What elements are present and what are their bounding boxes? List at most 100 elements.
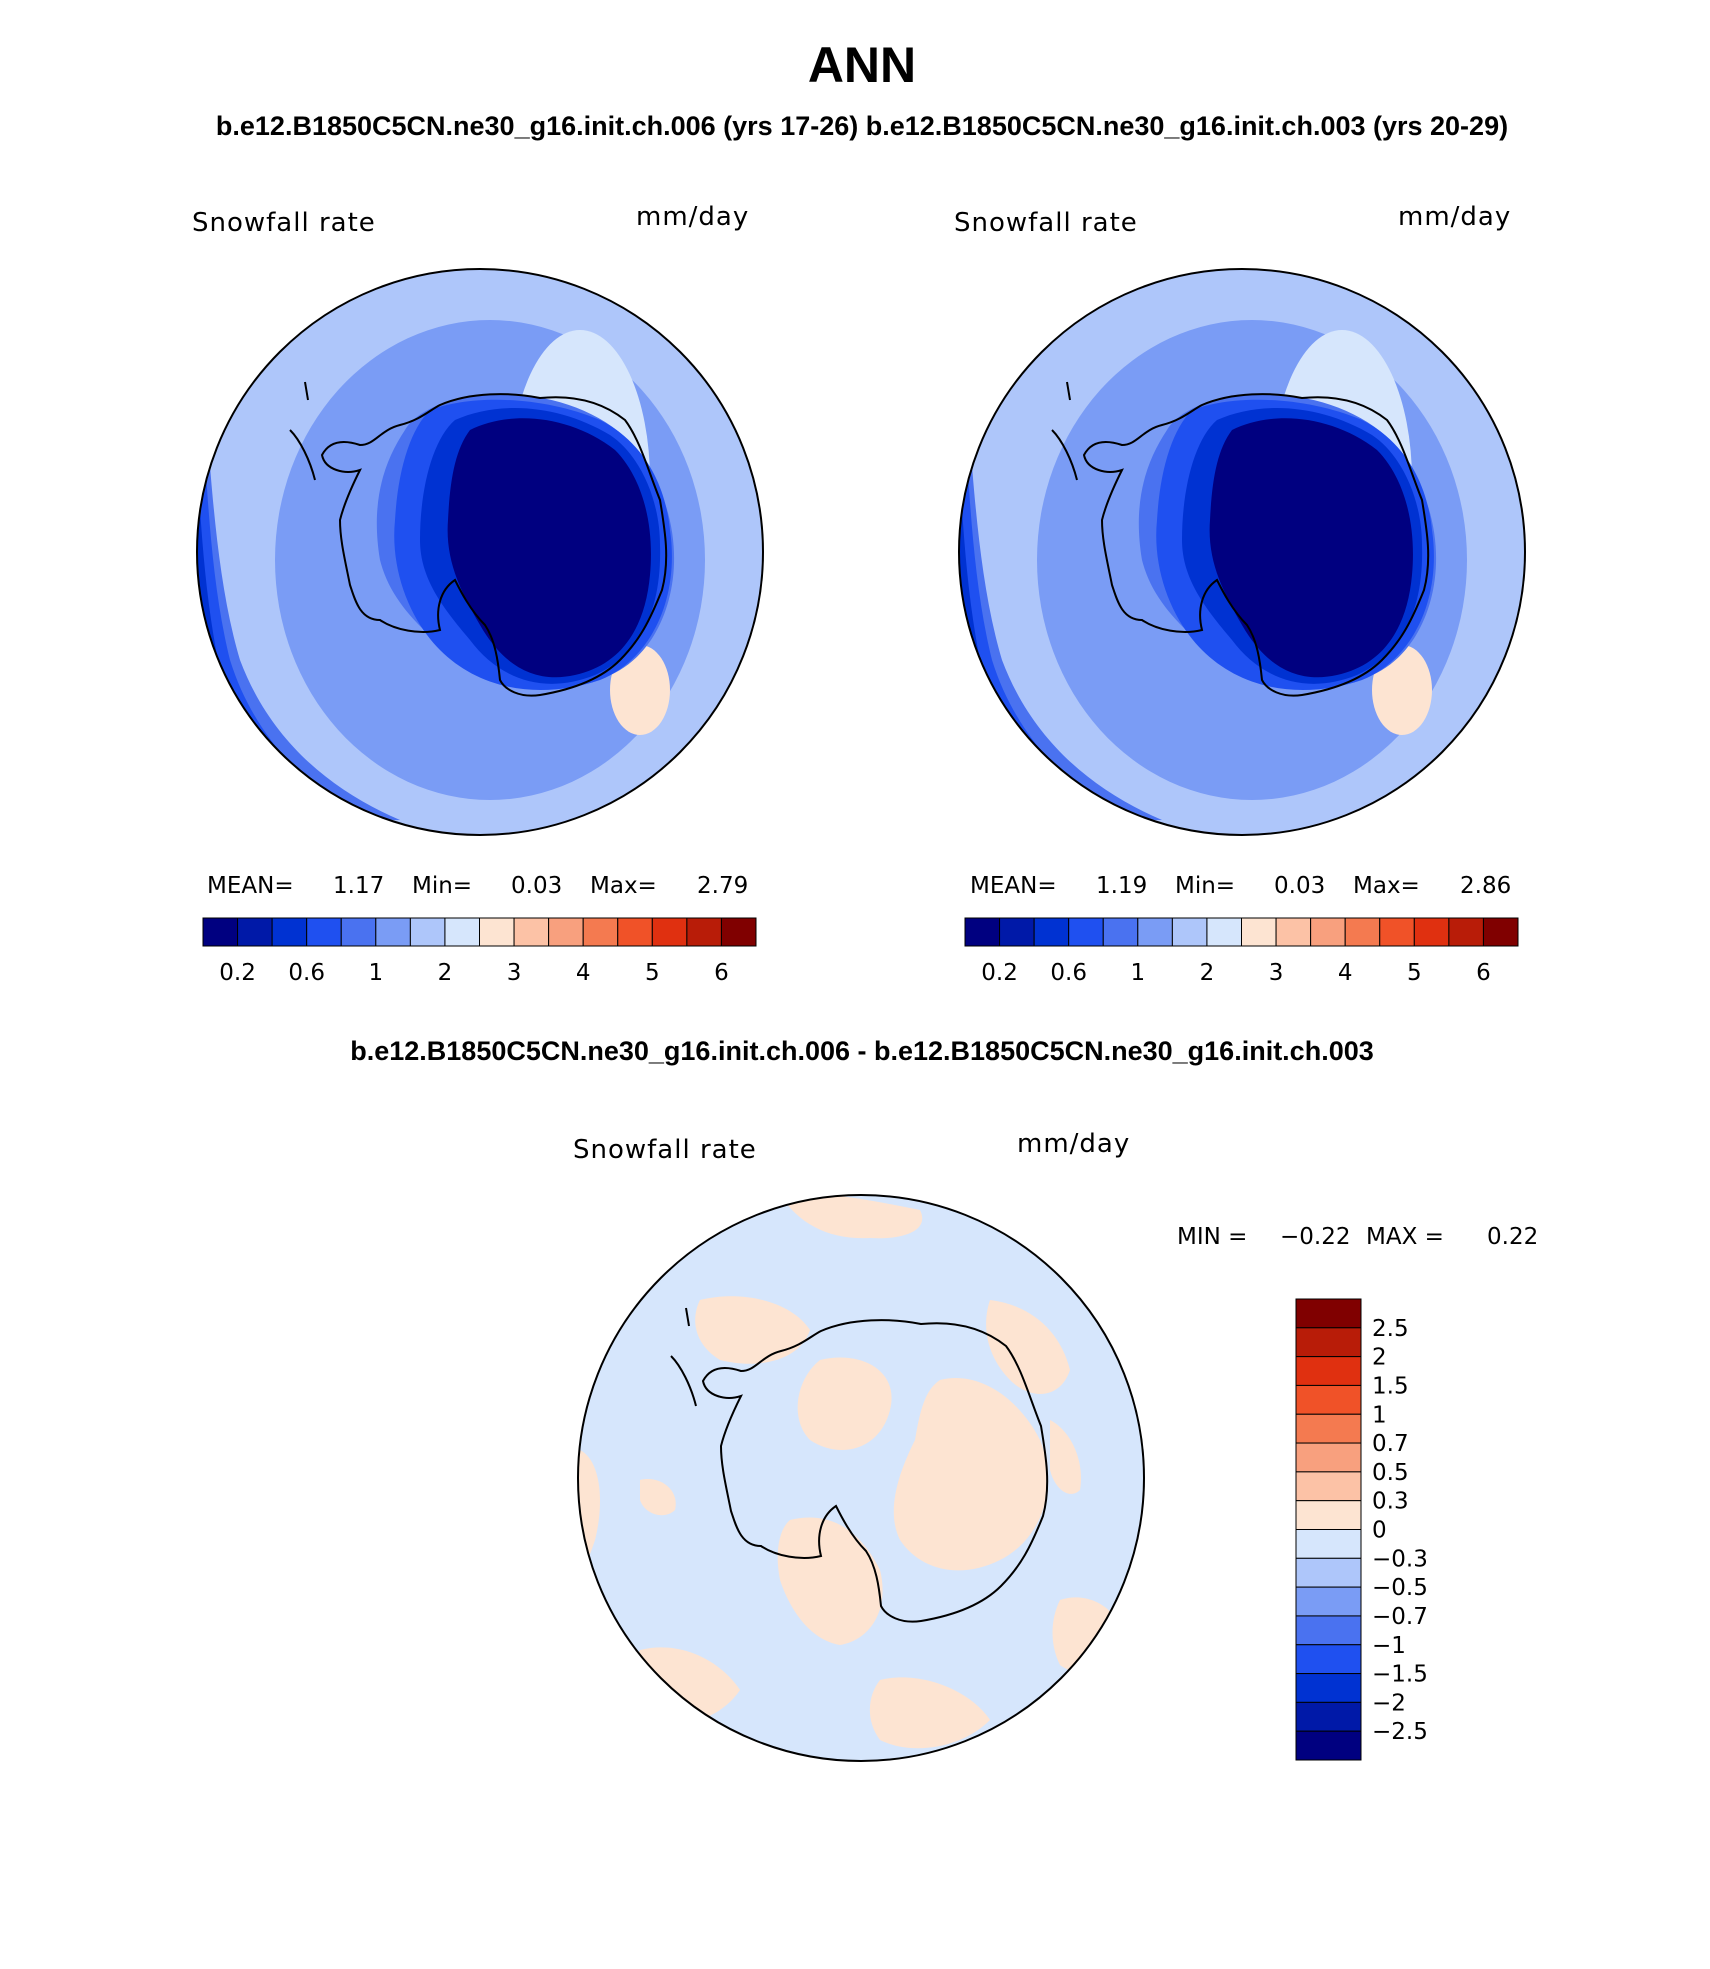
colorbar-swatch: [1295, 1413, 1362, 1444]
colorbar-swatch: [1295, 1615, 1362, 1646]
colorbar-tick-label: 1: [368, 960, 383, 986]
colorbar-swatch: [1295, 1356, 1362, 1386]
map-panel-case-006: Snowfall rate mm/day MEAN= 1.17 Min= 0.0…: [192, 202, 764, 986]
mean-label: MEAN=: [207, 873, 294, 899]
figure-subtitle: b.e12.B1850C5CN.ne30_g16.init.ch.006 (yr…: [216, 111, 1508, 141]
colorbar-swatch: [1295, 1442, 1362, 1473]
colorbar-tick-label: 2: [438, 960, 453, 986]
colorbar-swatch: [1344, 917, 1381, 947]
colorbar-swatch: [202, 917, 239, 947]
mean-value: 1.19: [1096, 873, 1147, 899]
map-panel-case-003: Snowfall rate mm/day MEAN= 1.19 Min= 0.0…: [954, 202, 1526, 986]
colorbar-tick-label: −0.5: [1372, 1575, 1428, 1601]
mean-value: 1.17: [333, 873, 384, 899]
max-value: 2.86: [1460, 873, 1511, 899]
colorbar-swatch: [340, 917, 377, 947]
colorbar-swatch: [1068, 917, 1104, 947]
colorbar-tick-label: 0.5: [1372, 1460, 1409, 1486]
colorbar-tick-label: 5: [645, 960, 660, 986]
max-value: 0.22: [1487, 1224, 1538, 1250]
max-label: MAX =: [1366, 1224, 1444, 1250]
colorbar-tick-label: −1: [1372, 1633, 1406, 1659]
colorbar-swatch: [1295, 1500, 1362, 1530]
colorbar-swatch: [1310, 917, 1346, 947]
units-label: mm/day: [636, 202, 749, 232]
colorbar-tick-label: 3: [1269, 960, 1284, 986]
colorbar-swatch: [1275, 917, 1312, 947]
colorbar-swatch: [548, 917, 584, 947]
colorbar-swatch: [1295, 1701, 1362, 1732]
colorbar-tick-label: 0.6: [1050, 960, 1087, 986]
min-value: 0.03: [1274, 873, 1325, 899]
colorbar-swatch: [1295, 1471, 1362, 1502]
colorbar-tick-label: −2.5: [1372, 1719, 1428, 1745]
colorbar-swatch: [1295, 1384, 1362, 1415]
stats-line: MEAN= 1.17 Min= 0.03 Max= 2.79: [207, 873, 748, 899]
min-value: −0.22: [1280, 1224, 1350, 1250]
colorbar-tick-label: 0.3: [1372, 1489, 1409, 1515]
mean-label: MEAN=: [970, 873, 1057, 899]
colorbar-tick-label: 0.2: [981, 960, 1018, 986]
colorbar-swatch: [1295, 1644, 1362, 1675]
colorbar-tick-label: 6: [1476, 960, 1491, 986]
max-label: Max=: [590, 873, 657, 899]
colorbar-tick-label: −2: [1372, 1690, 1406, 1716]
colorbar-tick-label: −0.3: [1372, 1546, 1428, 1572]
colorbar-tick-label: 1: [1372, 1402, 1387, 1428]
colorbar-swatch: [1413, 917, 1450, 947]
colorbar-tick-label: 0.2: [219, 960, 256, 986]
min-label: MIN =: [1177, 1224, 1247, 1250]
colorbar-tick-label: 4: [576, 960, 591, 986]
colorbar-swatch: [999, 917, 1035, 947]
colorbar-swatch: [1295, 1327, 1362, 1358]
colorbar-swatch: [1033, 917, 1070, 947]
colorbar-tick-label: 6: [714, 960, 729, 986]
colorbar-swatch: [513, 917, 550, 947]
colorbar-tick-label: 2: [1372, 1345, 1387, 1371]
polar-map-c: [578, 1195, 1144, 1761]
colorbar-swatch: [409, 917, 446, 947]
colorbar-tick-label: 0.6: [288, 960, 325, 986]
colorbar-swatch: [1379, 917, 1415, 947]
colorbar-swatch: [1448, 917, 1484, 947]
colorbar-diff: [1295, 1298, 1362, 1761]
map-panel-difference: Snowfall rate mm/day MIN = −0.22 MAX = 0…: [573, 1129, 1538, 1762]
colorbar-swatch: [582, 917, 619, 947]
colorbar-abs-a: [202, 917, 757, 947]
colorbar-swatch: [651, 917, 688, 947]
polar-map-b: [959, 269, 1525, 835]
colorbar-diff-labels: 2.5 21.5 1 0.7 0.5 0.3 0−0.3 −0.5 −0.7 −1 −1.5−2 −2…: [1372, 1316, 1428, 1745]
colorbar-swatch: [1295, 1298, 1362, 1329]
colorbar-tick-label: 4: [1338, 960, 1353, 986]
min-label: Min=: [1175, 873, 1235, 899]
colorbar-swatch: [271, 917, 308, 947]
colorbar-abs-b-labels: 0.2 0.6 1 2 3 4 5 6: [981, 960, 1490, 986]
colorbar-swatch: [1206, 917, 1242, 947]
colorbar-swatch: [617, 917, 653, 947]
max-label: Max=: [1353, 873, 1420, 899]
stats-line: MEAN= 1.19 Min= 0.03 Max= 2.86: [970, 873, 1511, 899]
colorbar-swatch: [720, 917, 757, 947]
units-label: mm/day: [1398, 202, 1511, 232]
colorbar-swatch: [444, 917, 480, 947]
variable-label: Snowfall rate: [954, 208, 1138, 238]
colorbar-tick-label: 1: [1130, 960, 1145, 986]
colorbar-swatch: [686, 917, 722, 947]
colorbar-abs-a-labels: 0.2 0.6 1 2 3 4 5 6: [219, 960, 728, 986]
colorbar-swatch: [1102, 917, 1139, 947]
colorbar-swatch: [1295, 1730, 1362, 1761]
colorbar-swatch: [1295, 1557, 1362, 1588]
min-value: 0.03: [511, 873, 562, 899]
colorbar-tick-label: −1.5: [1372, 1662, 1428, 1688]
units-label: mm/day: [1017, 1129, 1130, 1159]
colorbar-swatch: [1295, 1586, 1362, 1617]
colorbar-tick-label: 1.5: [1372, 1373, 1409, 1399]
min-label: Min=: [412, 873, 472, 899]
max-value: 2.79: [697, 873, 748, 899]
colorbar-abs-b: [964, 917, 1519, 947]
colorbar-swatch: [1171, 917, 1208, 947]
colorbar-tick-label: 2: [1200, 960, 1215, 986]
polar-map-a: [197, 269, 763, 835]
difference-title: b.e12.B1850C5CN.ne30_g16.init.ch.006 - b…: [350, 1036, 1374, 1066]
diff-stats-line: MIN = −0.22 MAX = 0.22: [1177, 1224, 1538, 1250]
